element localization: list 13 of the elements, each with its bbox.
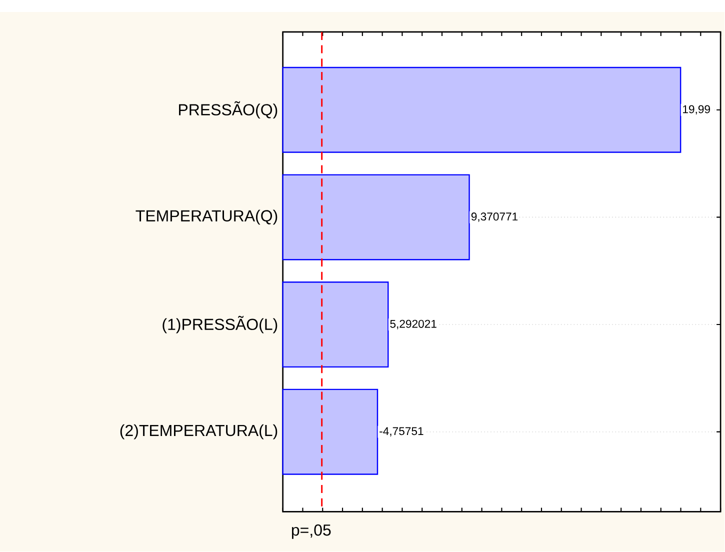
data-label: 9,370771: [471, 212, 518, 222]
bar: [282, 389, 378, 476]
y-tick-label: TEMPERATURA(Q): [136, 210, 278, 225]
ref-line-label: p=,05: [292, 524, 331, 540]
data-label: -4,75751: [380, 427, 424, 437]
bar: [282, 67, 682, 154]
data-label: 5,292021: [390, 320, 436, 330]
y-tick-label: (1)PRESSÃO(L): [162, 316, 278, 334]
bar: [282, 174, 470, 260]
data-label: 19,99: [683, 105, 710, 115]
y-tick-label: (2)TEMPERATURA(L): [120, 424, 278, 440]
bar: [282, 282, 389, 368]
y-tick-label: PRESSÃO(Q): [179, 101, 278, 119]
